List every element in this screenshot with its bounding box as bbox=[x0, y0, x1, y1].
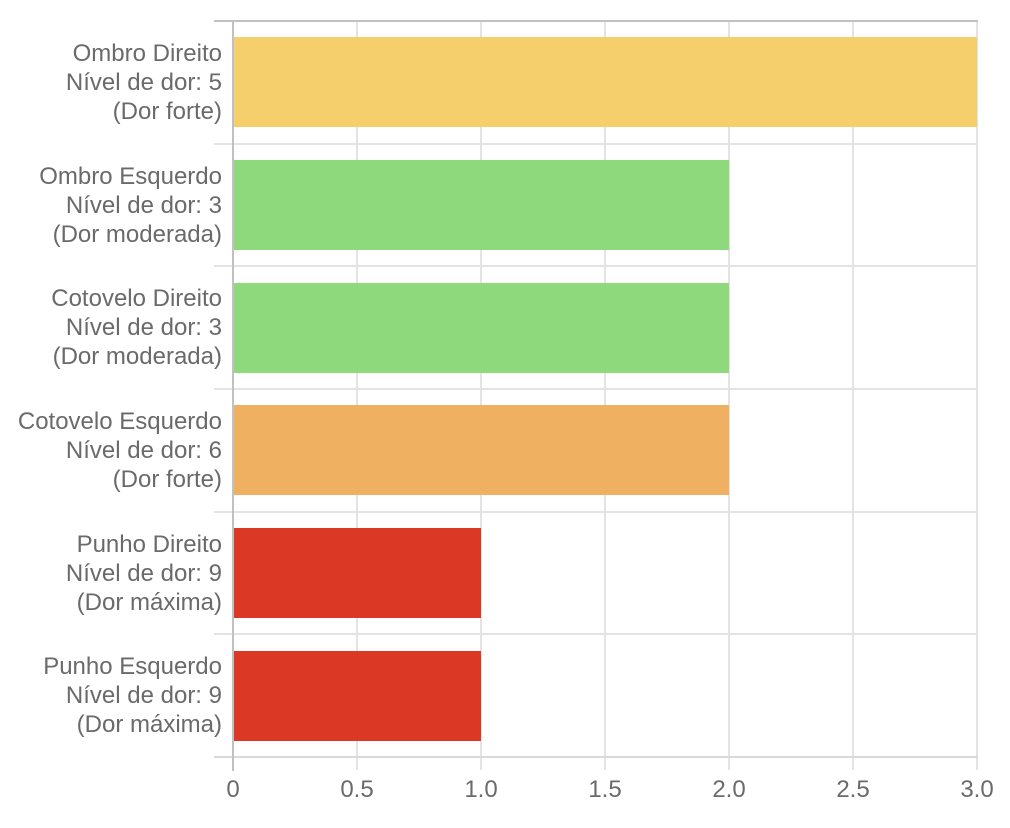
category-label-line: Cotovelo Esquerdo bbox=[17, 408, 222, 435]
category-label-line: (Dor forte) bbox=[112, 466, 222, 493]
x-gridline bbox=[976, 22, 978, 770]
x-gridline bbox=[852, 22, 854, 770]
x-tick-label: 1.0 bbox=[464, 776, 498, 803]
category-label-line: Nível de dor: 5 bbox=[65, 69, 222, 96]
category-label: Cotovelo Esquerdo Nível de dor: 6 (Dor for… bbox=[18, 407, 222, 494]
bar bbox=[234, 37, 977, 127]
category-label: Punho Direito Nível de dor: 9 (Dor máxima) bbox=[66, 530, 222, 617]
x-tick-label: 0.5 bbox=[340, 776, 374, 803]
y-gridline bbox=[214, 633, 978, 635]
category-label-line: Nível de dor: 9 bbox=[65, 682, 222, 709]
x-axis-line bbox=[214, 756, 978, 758]
category-label-line: Punho Esquerdo bbox=[43, 653, 222, 680]
x-tick-label: 0 bbox=[226, 776, 240, 803]
category-label-line: (Dor máxima) bbox=[76, 589, 222, 616]
category-label-line: (Dor moderada) bbox=[52, 343, 222, 370]
bar bbox=[234, 160, 729, 250]
category-label-line: Punho Direito bbox=[76, 531, 222, 558]
y-gridline bbox=[214, 143, 978, 145]
x-gridline bbox=[728, 22, 730, 770]
category-label-line: Ombro Esquerdo bbox=[39, 163, 222, 190]
x-tick-label: 1.5 bbox=[588, 776, 622, 803]
bar bbox=[234, 528, 481, 618]
category-label-line: Nível de dor: 9 bbox=[65, 560, 222, 587]
x-tick-label: 2.0 bbox=[712, 776, 746, 803]
category-label-line: Ombro Direito bbox=[72, 40, 222, 67]
y-axis-line bbox=[232, 20, 234, 771]
y-gridline bbox=[214, 511, 978, 513]
x-tick-label: 2.5 bbox=[836, 776, 870, 803]
bar bbox=[234, 283, 729, 373]
x-gridline bbox=[604, 22, 606, 770]
category-label-line: Nível de dor: 6 bbox=[65, 437, 222, 464]
category-label-line: (Dor máxima) bbox=[76, 711, 222, 738]
category-label-line: Nível de dor: 3 bbox=[65, 314, 222, 341]
x-gridline bbox=[480, 22, 482, 770]
y-gridline bbox=[214, 265, 978, 267]
category-label: Ombro Esquerdo Nível de dor: 3 (Dor modera… bbox=[39, 162, 222, 249]
x-gridline bbox=[356, 22, 358, 770]
bar bbox=[234, 651, 481, 741]
category-label-line: Nível de dor: 3 bbox=[65, 192, 222, 219]
category-label-line: (Dor moderada) bbox=[52, 221, 222, 248]
category-label: Punho Esquerdo Nível de dor: 9 (Dor máxima… bbox=[43, 652, 222, 739]
category-label: Cotovelo Direito Nível de dor: 3 (Dor mode… bbox=[51, 284, 222, 371]
x-tick-label: 3.0 bbox=[960, 776, 994, 803]
y-gridline bbox=[214, 388, 978, 390]
category-label: Ombro Direito Nível de dor: 5 (Dor forte) bbox=[66, 39, 222, 126]
category-label-line: Cotovelo Direito bbox=[51, 285, 222, 312]
bar bbox=[234, 405, 729, 495]
plot-top-border bbox=[214, 20, 978, 22]
category-label-line: (Dor forte) bbox=[112, 98, 222, 125]
